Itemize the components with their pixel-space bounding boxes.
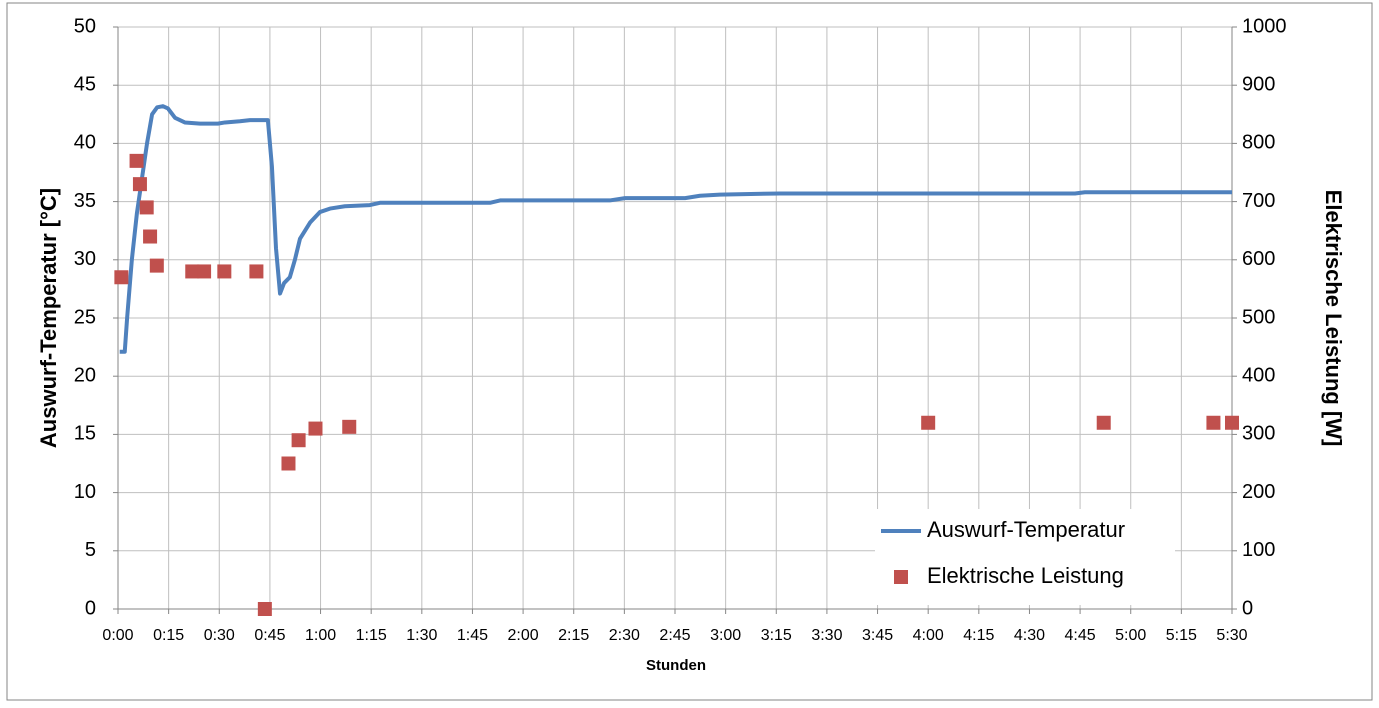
y-tick-label: 0 xyxy=(85,597,96,619)
y2-tick-label: 700 xyxy=(1242,190,1275,212)
y2-tick-label: 100 xyxy=(1242,539,1275,561)
power-marker xyxy=(342,419,357,434)
legend: Auswurf-Temperatur Elektrische Leistung xyxy=(875,509,1175,605)
y-tick-label: 20 xyxy=(74,364,96,386)
y2-tick-label: 900 xyxy=(1242,73,1275,95)
y2-tick-label: 800 xyxy=(1242,132,1275,154)
power-marker xyxy=(1206,415,1221,430)
x-tick-label: 4:00 xyxy=(913,627,944,644)
x-tick-label: 4:15 xyxy=(963,627,994,644)
power-marker xyxy=(257,602,272,616)
x-tick-label: 4:30 xyxy=(1014,627,1045,644)
x-tick-label: 3:30 xyxy=(811,627,842,644)
x-tick-label: 5:15 xyxy=(1166,627,1197,644)
power-marker xyxy=(143,229,158,244)
y-tick-label: 15 xyxy=(74,423,96,445)
x-tick-label: 3:00 xyxy=(710,627,741,644)
x-tick-label: 5:00 xyxy=(1115,627,1146,644)
power-marker xyxy=(217,264,232,279)
y-tick-label: 5 xyxy=(85,539,96,561)
x-tick-label: 3:15 xyxy=(761,627,792,644)
x-tick-label: 1:00 xyxy=(305,627,336,644)
x-tick-label: 2:45 xyxy=(659,627,690,644)
y2-tick-label: 0 xyxy=(1242,597,1253,619)
power-marker xyxy=(281,456,296,471)
power-marker xyxy=(308,421,323,436)
x-tick-label: 0:00 xyxy=(102,627,133,644)
y2-tick-label: 300 xyxy=(1242,423,1275,445)
power-marker xyxy=(139,200,154,215)
y-tick-label: 10 xyxy=(74,481,96,503)
y2-axis-label: Elektrische Leistung [W] xyxy=(1321,190,1346,447)
power-marker xyxy=(921,415,936,430)
y2-tick-label: 1000 xyxy=(1242,15,1287,37)
x-tick-label: 2:15 xyxy=(558,627,589,644)
temperature-line xyxy=(119,104,1232,354)
power-marker xyxy=(149,258,164,273)
x-tick-label: 0:15 xyxy=(153,627,184,644)
x-tick-label: 1:45 xyxy=(457,627,488,644)
x-tick-label: 1:15 xyxy=(356,627,387,644)
y-tick-label: 30 xyxy=(74,248,96,270)
y2-tick-label: 500 xyxy=(1242,306,1275,328)
y-tick-label: 50 xyxy=(74,15,96,37)
x-tick-label: 4:45 xyxy=(1065,627,1096,644)
power-marker xyxy=(1225,415,1239,430)
y2-tick-label: 200 xyxy=(1242,481,1275,503)
x-tick-label: 2:00 xyxy=(508,627,539,644)
power-marker xyxy=(1096,415,1111,430)
x-tick-label: 5:30 xyxy=(1216,627,1247,644)
power-marker xyxy=(197,264,212,279)
power-marker xyxy=(129,153,144,168)
x-tick-label: 0:30 xyxy=(204,627,235,644)
y-tick-label: 25 xyxy=(74,306,96,328)
legend-box xyxy=(875,509,1175,605)
power-marker xyxy=(185,264,200,279)
x-tick-label: 1:30 xyxy=(406,627,437,644)
power-marker xyxy=(249,264,264,279)
x-tick-label: 2:30 xyxy=(609,627,640,644)
legend-label: Auswurf-Temperatur xyxy=(927,517,1125,542)
y-tick-label: 40 xyxy=(74,132,96,154)
y-tick-label: 45 xyxy=(74,73,96,95)
y-tick-label: 35 xyxy=(74,190,96,212)
legend-label: Elektrische Leistung xyxy=(927,563,1124,588)
y2-tick-label: 600 xyxy=(1242,248,1275,270)
y2-tick-label: 400 xyxy=(1242,364,1275,386)
power-marker xyxy=(291,433,306,448)
x-axis-label: Stunden xyxy=(646,657,706,674)
power-marker xyxy=(114,270,129,285)
x-tick-label: 0:45 xyxy=(254,627,285,644)
legend-marker xyxy=(894,570,908,584)
power-marker xyxy=(132,177,147,192)
y-axis-label: Auswurf-Temperatur [°C] xyxy=(36,188,61,448)
x-tick-label: 3:45 xyxy=(862,627,893,644)
